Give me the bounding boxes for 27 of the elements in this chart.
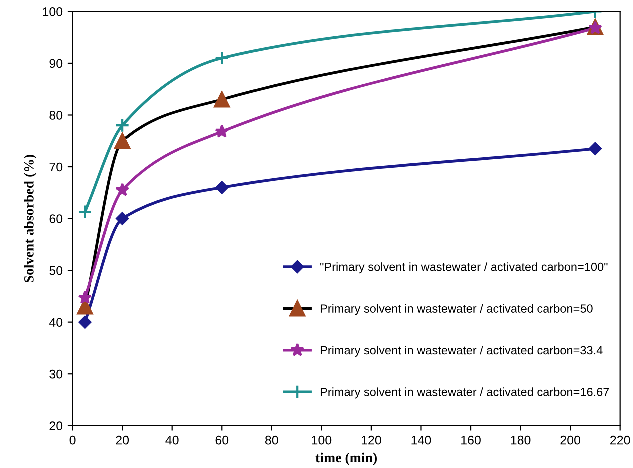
x-tick-label: 200 (560, 436, 581, 445)
y-tick-label: 90 (50, 59, 63, 68)
x-tick-label: 20 (116, 436, 130, 445)
x-tick-label: 100 (312, 436, 332, 445)
x-tick-label: 80 (265, 436, 278, 445)
y-tick-label: 20 (50, 422, 63, 431)
legend-label: Primary solvent in wastewater / activated carbon=16.67 (320, 388, 610, 399)
y-tick-label: 80 (50, 111, 63, 120)
y-tick-label: 30 (50, 370, 63, 379)
x-tick-label: 140 (412, 436, 432, 445)
x-tick-label: 220 (610, 436, 630, 445)
x-axis-title: time (min) (316, 452, 378, 466)
y-tick-label: 50 (50, 266, 63, 276)
x-tick-label: 120 (362, 436, 382, 445)
legend-label: Primary solvent in wastewater / activated carbon=33.4 (320, 346, 603, 357)
x-tick-label: 40 (166, 436, 179, 445)
y-tick-label: 40 (49, 318, 63, 327)
y-tick-label: 100 (43, 8, 63, 16)
y-tick-label: 60 (50, 214, 63, 224)
legend-label: "Primary solvent in wastewater / activated carbon=100" (320, 262, 608, 274)
x-tick-label: 160 (462, 436, 481, 445)
y-tick-label: 70 (50, 162, 63, 172)
legend-label: Primary solvent in wastewater / activated carbon=50 (320, 304, 593, 316)
x-tick-label: 180 (511, 436, 531, 445)
y-axis-title: Solvent absorbed (%) (24, 154, 37, 282)
x-tick-label: 0 (70, 436, 76, 445)
x-tick-label: 60 (216, 436, 229, 445)
